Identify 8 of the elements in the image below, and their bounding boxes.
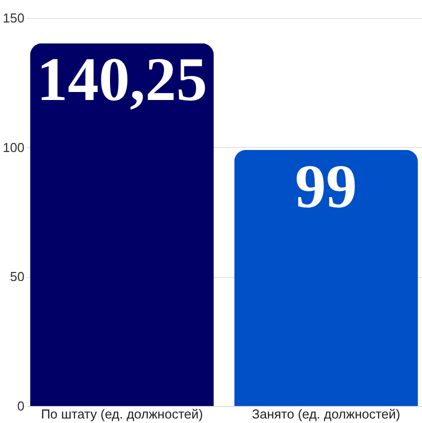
data-label: 99 <box>295 152 358 221</box>
y-tick-label: 0 <box>17 398 24 414</box>
data-label: 140,25 <box>36 46 208 114</box>
x-tick-label: Занято (ед. должностей) <box>252 406 400 422</box>
y-tick-label: 100 <box>2 140 24 155</box>
x-tick-label: По штату (ед. должностей) <box>40 406 203 422</box>
y-tick-label: 150 <box>2 10 24 26</box>
y-tick-label: 50 <box>10 269 24 284</box>
